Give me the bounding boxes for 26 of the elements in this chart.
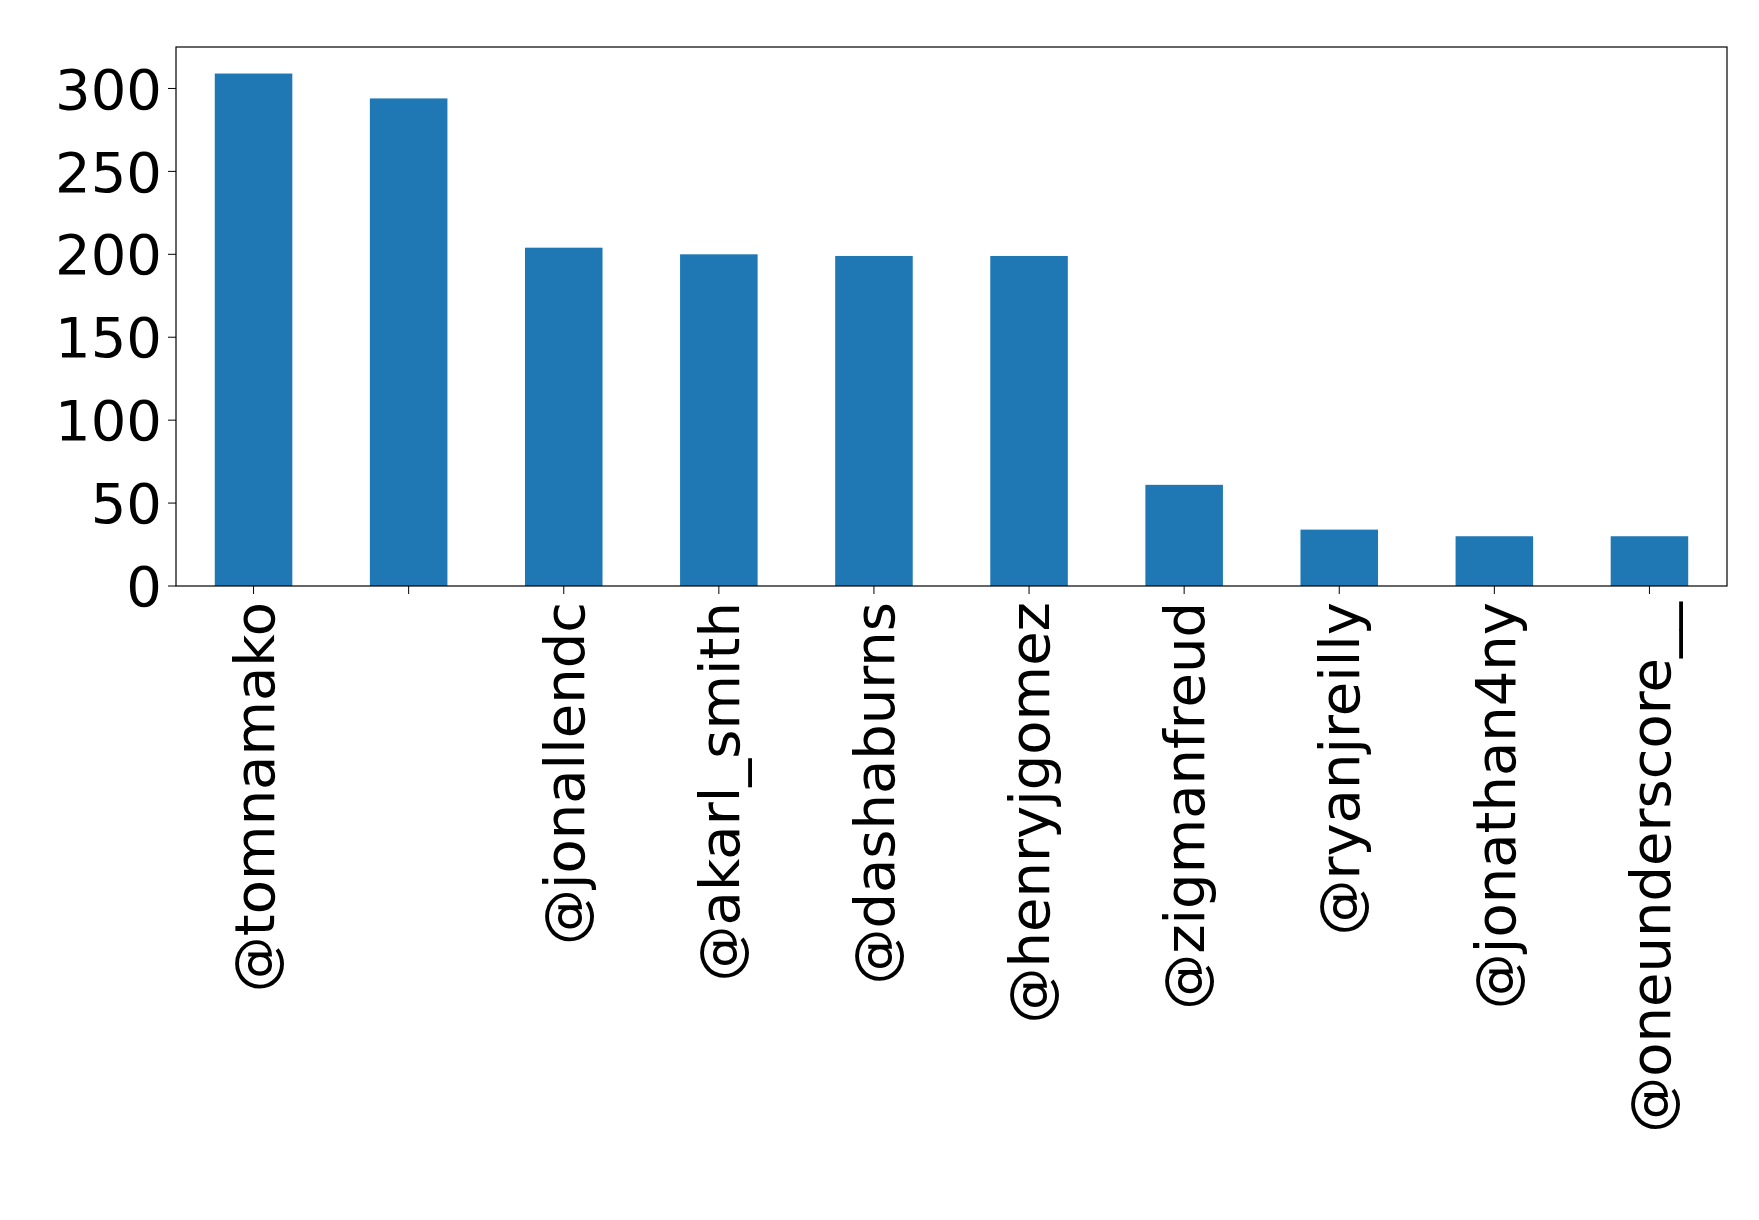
- bar: [1455, 536, 1534, 586]
- y-tick-label: 200: [55, 222, 162, 288]
- bar: [990, 255, 1068, 586]
- x-tick-label: @jonallendc: [531, 602, 597, 946]
- x-tick-label: @akarl_smith: [687, 602, 753, 982]
- y-tick-label: 50: [90, 471, 162, 537]
- x-tick-label: @tomnamako: [221, 602, 287, 993]
- bar: [835, 255, 913, 586]
- y-tick-label: 100: [55, 388, 162, 454]
- x-tick-label: @henryjgomez: [997, 602, 1063, 1024]
- bar: [524, 247, 603, 586]
- bar: [1300, 529, 1379, 586]
- bar: [1145, 484, 1223, 586]
- x-tick-label: @ryanjreilly: [1307, 602, 1373, 936]
- bar: [369, 98, 448, 586]
- y-tick-label: 0: [126, 554, 162, 620]
- x-tick-label: @zigmanfreud: [1152, 602, 1218, 1010]
- bar: [1610, 536, 1689, 586]
- x-tick-label: @oneunderscore__: [1617, 601, 1683, 1133]
- y-tick-label: 300: [55, 56, 162, 122]
- y-tick-label: 150: [55, 305, 162, 371]
- y-tick-label: 250: [55, 139, 162, 205]
- bar: [214, 73, 293, 586]
- bar: [680, 254, 758, 586]
- x-tick-label: @dashaburns: [842, 602, 908, 985]
- x-tick-label: @jonathan4ny: [1462, 602, 1528, 1010]
